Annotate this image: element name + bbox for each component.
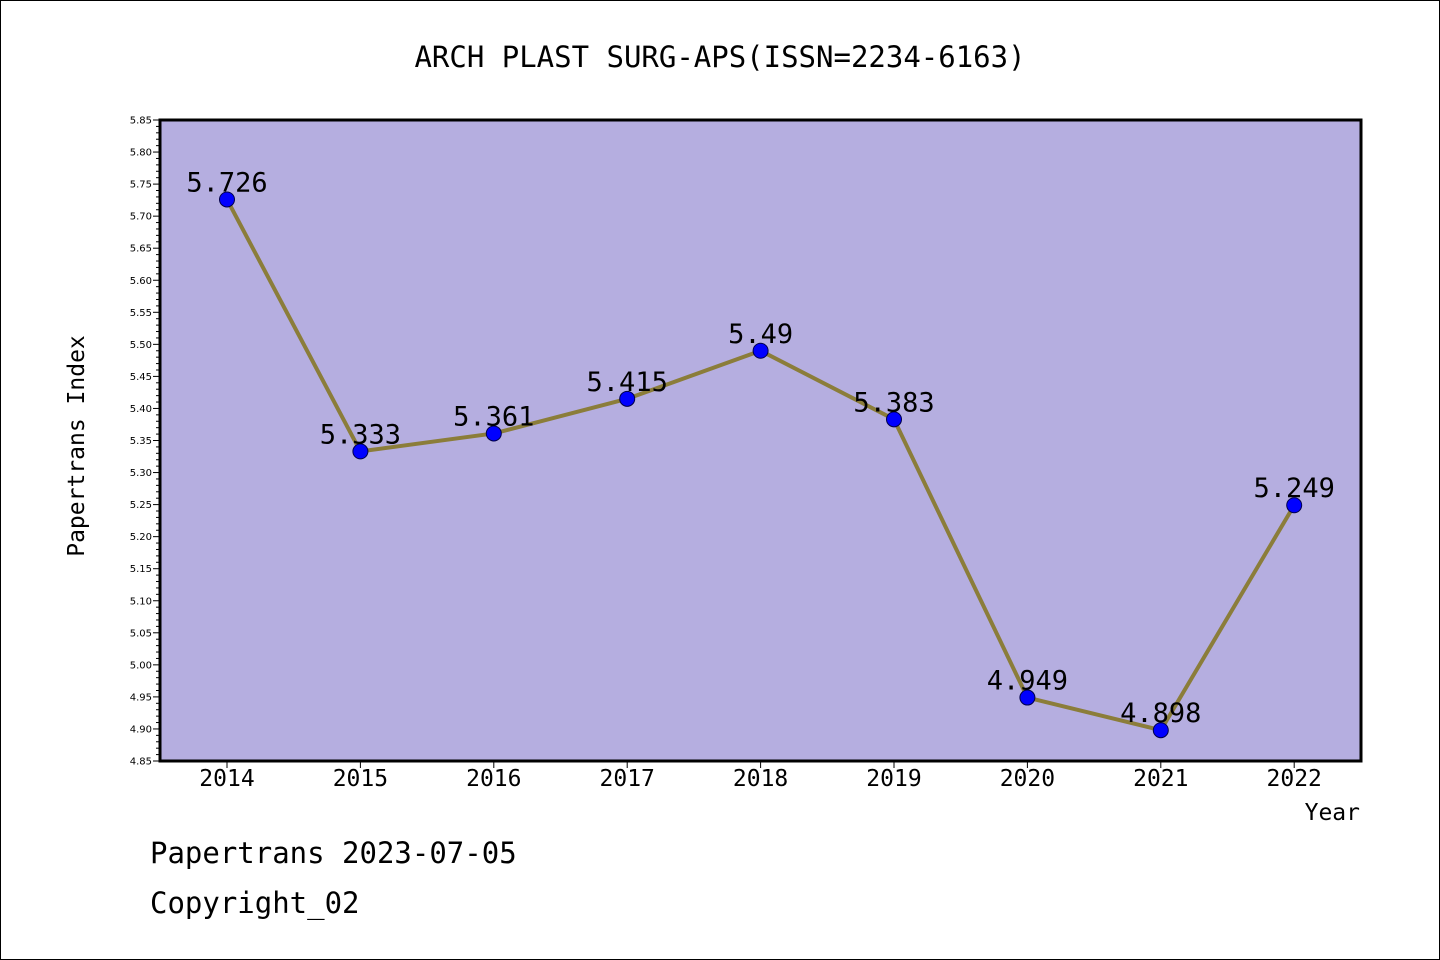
y-tick-label: 5.80 <box>130 148 152 159</box>
data-label: 4.949 <box>987 666 1068 697</box>
data-point <box>219 191 235 208</box>
y-tick-label: 4.95 <box>130 692 152 703</box>
data-label: 5.361 <box>453 401 534 432</box>
x-tick-label: 2018 <box>733 766 788 792</box>
x-tick-label: 2020 <box>1000 766 1055 792</box>
x-tick-label: 2016 <box>466 766 521 792</box>
data-label: 5.383 <box>853 387 934 418</box>
y-tick-label: 5.65 <box>130 244 152 255</box>
y-tick-label: 5.20 <box>130 532 152 543</box>
y-tick-label: 5.45 <box>130 372 152 383</box>
y-axis: 4.85 4.90 4.95 5.00 5.05 5.10 5.15 5.20 5.25 5.30… <box>130 116 160 768</box>
data-label: 5.333 <box>320 419 401 450</box>
y-tick-label: 4.90 <box>130 724 152 735</box>
y-tick-label: 5.40 <box>130 404 152 415</box>
y-tick-label: 5.15 <box>130 564 152 575</box>
y-tick-label: 5.35 <box>130 436 152 447</box>
y-tick-label: 5.00 <box>130 660 152 671</box>
x-tick-label: 2021 <box>1133 766 1188 792</box>
x-axis-label: Year <box>1305 800 1360 826</box>
data-point <box>752 342 769 359</box>
x-tick-label: 2015 <box>333 766 388 792</box>
data-point <box>1019 689 1036 706</box>
x-tick-label: 2022 <box>1267 766 1322 792</box>
data-point <box>1286 497 1303 514</box>
x-tick-label: 2019 <box>866 766 921 792</box>
footer-copyright: Copyright_02 <box>150 886 360 920</box>
y-tick-label: 5.75 <box>130 180 152 191</box>
plot-area <box>158 118 1363 763</box>
data-point <box>352 443 369 460</box>
data-label: 4.898 <box>1120 698 1201 729</box>
y-tick-label: 5.10 <box>130 596 152 607</box>
x-tick-label: 2017 <box>600 766 655 792</box>
series-line <box>219 191 1303 739</box>
y-tick-label: 5.30 <box>130 468 152 479</box>
y-tick-label: 4.85 <box>130 757 152 768</box>
data-point <box>1152 722 1169 739</box>
y-tick-label: 5.50 <box>130 340 152 351</box>
data-point <box>619 390 636 407</box>
y-tick-label: 5.25 <box>130 500 152 511</box>
data-labels: 5.726 5.333 5.361 5.415 5.49 5.383 4.949 4.898 5… <box>186 167 1334 729</box>
y-tick-label: 5.70 <box>130 212 152 223</box>
data-label: 5.415 <box>587 367 668 398</box>
x-tick-label: 2014 <box>199 766 254 792</box>
y-tick-label: 5.55 <box>130 308 152 319</box>
data-point <box>485 425 502 442</box>
y-tick-label: 5.05 <box>130 628 152 639</box>
data-label: 5.249 <box>1254 473 1335 504</box>
y-tick-label: 5.85 <box>130 116 152 127</box>
footer-date: Papertrans 2023-07-05 <box>150 836 517 870</box>
y-tick-label: 5.60 <box>130 276 152 287</box>
y-axis-label: Papertrans Index <box>64 335 90 557</box>
x-axis: 2014 2015 2016 2017 2018 2019 2020 2021 2022 <box>199 761 1322 792</box>
chart-title: ARCH PLAST SURG-APS(ISSN=2234-6163) <box>414 40 1025 74</box>
data-label: 5.49 <box>728 319 793 350</box>
data-point <box>886 411 902 428</box>
data-label: 5.726 <box>186 167 267 198</box>
